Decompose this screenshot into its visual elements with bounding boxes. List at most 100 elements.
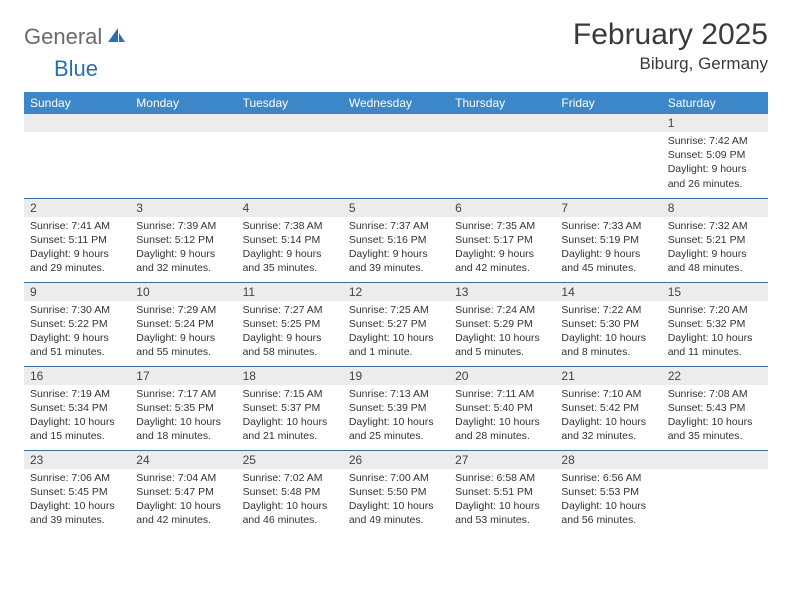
calendar-day-cell: 18Sunrise: 7:15 AMSunset: 5:37 PMDayligh… <box>237 366 343 450</box>
day-number: 2 <box>24 199 130 217</box>
logo-text-blue: Blue <box>54 56 98 81</box>
day-details: Sunrise: 7:35 AMSunset: 5:17 PMDaylight:… <box>449 217 555 280</box>
day-details: Sunrise: 7:00 AMSunset: 5:50 PMDaylight:… <box>343 469 449 532</box>
calendar-day-cell <box>237 114 343 198</box>
calendar-day-cell: 26Sunrise: 7:00 AMSunset: 5:50 PMDayligh… <box>343 450 449 534</box>
day-header: Tuesday <box>237 92 343 114</box>
calendar-day-cell: 17Sunrise: 7:17 AMSunset: 5:35 PMDayligh… <box>130 366 236 450</box>
day-number: 18 <box>237 367 343 385</box>
calendar-day-cell: 28Sunrise: 6:56 AMSunset: 5:53 PMDayligh… <box>555 450 661 534</box>
day-details: Sunrise: 7:02 AMSunset: 5:48 PMDaylight:… <box>237 469 343 532</box>
day-number: 1 <box>662 114 768 132</box>
day-details: Sunrise: 7:19 AMSunset: 5:34 PMDaylight:… <box>24 385 130 448</box>
day-header: Monday <box>130 92 236 114</box>
calendar-day-cell: 15Sunrise: 7:20 AMSunset: 5:32 PMDayligh… <box>662 282 768 366</box>
day-details: Sunrise: 6:58 AMSunset: 5:51 PMDaylight:… <box>449 469 555 532</box>
day-header: Wednesday <box>343 92 449 114</box>
day-header: Thursday <box>449 92 555 114</box>
day-details: Sunrise: 7:27 AMSunset: 5:25 PMDaylight:… <box>237 301 343 364</box>
day-number: 15 <box>662 283 768 301</box>
calendar-day-cell: 10Sunrise: 7:29 AMSunset: 5:24 PMDayligh… <box>130 282 236 366</box>
day-details: Sunrise: 7:42 AMSunset: 5:09 PMDaylight:… <box>662 132 768 195</box>
calendar-day-cell: 7Sunrise: 7:33 AMSunset: 5:19 PMDaylight… <box>555 198 661 282</box>
calendar-day-cell <box>343 114 449 198</box>
calendar-day-cell: 16Sunrise: 7:19 AMSunset: 5:34 PMDayligh… <box>24 366 130 450</box>
day-details: Sunrise: 7:17 AMSunset: 5:35 PMDaylight:… <box>130 385 236 448</box>
day-number <box>24 114 130 132</box>
day-details: Sunrise: 6:56 AMSunset: 5:53 PMDaylight:… <box>555 469 661 532</box>
calendar-day-cell <box>662 450 768 534</box>
day-number: 25 <box>237 451 343 469</box>
day-header: Friday <box>555 92 661 114</box>
day-details: Sunrise: 7:15 AMSunset: 5:37 PMDaylight:… <box>237 385 343 448</box>
day-number: 8 <box>662 199 768 217</box>
day-number: 11 <box>237 283 343 301</box>
calendar-day-cell: 9Sunrise: 7:30 AMSunset: 5:22 PMDaylight… <box>24 282 130 366</box>
calendar-week-row: 9Sunrise: 7:30 AMSunset: 5:22 PMDaylight… <box>24 282 768 366</box>
logo: General <box>24 18 128 50</box>
calendar-week-row: 1Sunrise: 7:42 AMSunset: 5:09 PMDaylight… <box>24 114 768 198</box>
day-details: Sunrise: 7:39 AMSunset: 5:12 PMDaylight:… <box>130 217 236 280</box>
location-label: Biburg, Germany <box>573 54 768 74</box>
day-header: Saturday <box>662 92 768 114</box>
day-details: Sunrise: 7:30 AMSunset: 5:22 PMDaylight:… <box>24 301 130 364</box>
day-header-row: SundayMondayTuesdayWednesdayThursdayFrid… <box>24 92 768 114</box>
day-number: 3 <box>130 199 236 217</box>
day-details: Sunrise: 7:33 AMSunset: 5:19 PMDaylight:… <box>555 217 661 280</box>
day-number <box>130 114 236 132</box>
day-details: Sunrise: 7:32 AMSunset: 5:21 PMDaylight:… <box>662 217 768 280</box>
day-details: Sunrise: 7:25 AMSunset: 5:27 PMDaylight:… <box>343 301 449 364</box>
day-details: Sunrise: 7:41 AMSunset: 5:11 PMDaylight:… <box>24 217 130 280</box>
calendar-day-cell: 3Sunrise: 7:39 AMSunset: 5:12 PMDaylight… <box>130 198 236 282</box>
day-details: Sunrise: 7:24 AMSunset: 5:29 PMDaylight:… <box>449 301 555 364</box>
calendar-day-cell: 4Sunrise: 7:38 AMSunset: 5:14 PMDaylight… <box>237 198 343 282</box>
day-number: 10 <box>130 283 236 301</box>
day-number <box>237 114 343 132</box>
calendar-day-cell: 5Sunrise: 7:37 AMSunset: 5:16 PMDaylight… <box>343 198 449 282</box>
day-number: 26 <box>343 451 449 469</box>
day-number: 4 <box>237 199 343 217</box>
day-number: 21 <box>555 367 661 385</box>
day-number: 27 <box>449 451 555 469</box>
calendar-day-cell: 25Sunrise: 7:02 AMSunset: 5:48 PMDayligh… <box>237 450 343 534</box>
calendar-day-cell: 11Sunrise: 7:27 AMSunset: 5:25 PMDayligh… <box>237 282 343 366</box>
calendar-day-cell <box>130 114 236 198</box>
calendar-day-cell: 19Sunrise: 7:13 AMSunset: 5:39 PMDayligh… <box>343 366 449 450</box>
day-number: 17 <box>130 367 236 385</box>
calendar-day-cell: 27Sunrise: 6:58 AMSunset: 5:51 PMDayligh… <box>449 450 555 534</box>
day-details: Sunrise: 7:37 AMSunset: 5:16 PMDaylight:… <box>343 217 449 280</box>
calendar-day-cell: 22Sunrise: 7:08 AMSunset: 5:43 PMDayligh… <box>662 366 768 450</box>
calendar-day-cell: 8Sunrise: 7:32 AMSunset: 5:21 PMDaylight… <box>662 198 768 282</box>
calendar-day-cell <box>555 114 661 198</box>
calendar-day-cell: 12Sunrise: 7:25 AMSunset: 5:27 PMDayligh… <box>343 282 449 366</box>
calendar-day-cell: 20Sunrise: 7:11 AMSunset: 5:40 PMDayligh… <box>449 366 555 450</box>
day-number: 22 <box>662 367 768 385</box>
day-number: 14 <box>555 283 661 301</box>
calendar-day-cell: 24Sunrise: 7:04 AMSunset: 5:47 PMDayligh… <box>130 450 236 534</box>
calendar-day-cell <box>449 114 555 198</box>
day-details: Sunrise: 7:22 AMSunset: 5:30 PMDaylight:… <box>555 301 661 364</box>
day-number: 16 <box>24 367 130 385</box>
day-number: 13 <box>449 283 555 301</box>
calendar-day-cell: 21Sunrise: 7:10 AMSunset: 5:42 PMDayligh… <box>555 366 661 450</box>
day-details: Sunrise: 7:06 AMSunset: 5:45 PMDaylight:… <box>24 469 130 532</box>
day-details: Sunrise: 7:13 AMSunset: 5:39 PMDaylight:… <box>343 385 449 448</box>
calendar-week-row: 2Sunrise: 7:41 AMSunset: 5:11 PMDaylight… <box>24 198 768 282</box>
day-details: Sunrise: 7:10 AMSunset: 5:42 PMDaylight:… <box>555 385 661 448</box>
day-number: 24 <box>130 451 236 469</box>
month-title: February 2025 <box>573 18 768 52</box>
day-details: Sunrise: 7:29 AMSunset: 5:24 PMDaylight:… <box>130 301 236 364</box>
day-details: Sunrise: 7:08 AMSunset: 5:43 PMDaylight:… <box>662 385 768 448</box>
calendar-day-cell: 6Sunrise: 7:35 AMSunset: 5:17 PMDaylight… <box>449 198 555 282</box>
day-number: 23 <box>24 451 130 469</box>
day-number: 28 <box>555 451 661 469</box>
calendar-day-cell: 1Sunrise: 7:42 AMSunset: 5:09 PMDaylight… <box>662 114 768 198</box>
calendar-week-row: 23Sunrise: 7:06 AMSunset: 5:45 PMDayligh… <box>24 450 768 534</box>
sail-icon <box>106 26 126 49</box>
day-number: 6 <box>449 199 555 217</box>
calendar-day-cell: 13Sunrise: 7:24 AMSunset: 5:29 PMDayligh… <box>449 282 555 366</box>
day-number: 5 <box>343 199 449 217</box>
calendar-day-cell: 23Sunrise: 7:06 AMSunset: 5:45 PMDayligh… <box>24 450 130 534</box>
day-number: 12 <box>343 283 449 301</box>
calendar-week-row: 16Sunrise: 7:19 AMSunset: 5:34 PMDayligh… <box>24 366 768 450</box>
